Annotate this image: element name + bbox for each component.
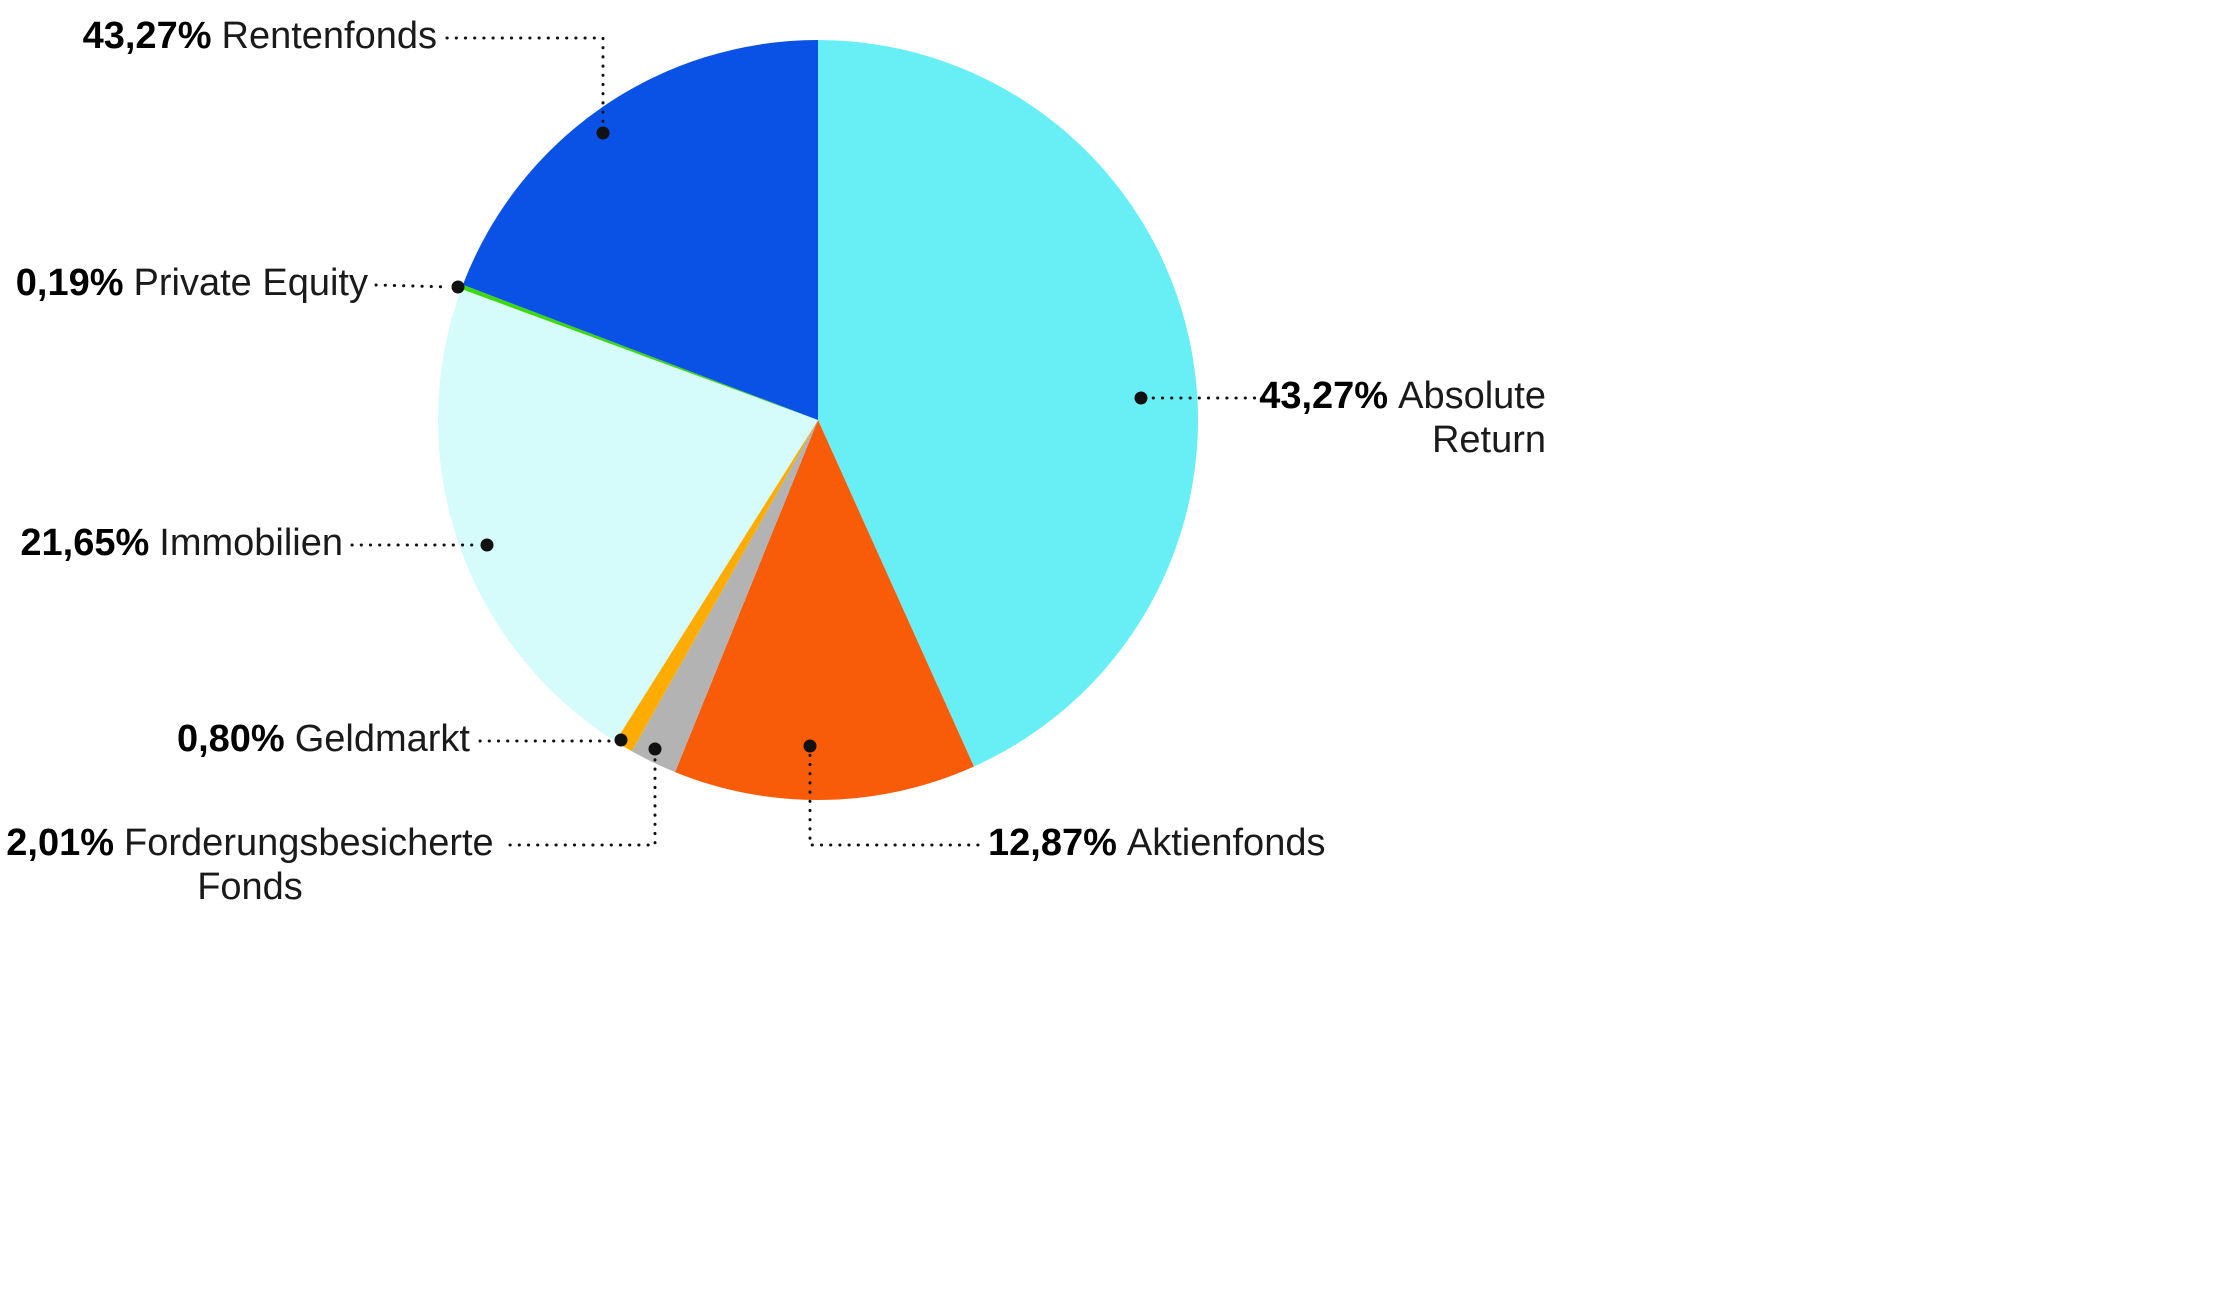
slice-pct-rentenfonds: 43,27% xyxy=(82,15,212,57)
pie-slices xyxy=(438,39,1198,800)
slice-label-geldmarkt: Geldmarkt xyxy=(294,718,470,760)
leader-dot-rentenfonds xyxy=(596,126,610,140)
slice-pct-aktienfonds: 12,87% xyxy=(988,822,1117,864)
leader-dot-absolute-return xyxy=(1134,391,1148,405)
pie-slice-aktienfonds xyxy=(675,420,974,800)
callout-immobilien: 21,65% Immobilien xyxy=(20,521,343,565)
slice-label-immobilien: Immobilien xyxy=(159,522,343,564)
leader-line-aktienfonds xyxy=(808,753,980,847)
slice-pct-absolute-return: 43,27% xyxy=(1259,375,1389,417)
slice-label-private-equity: Private Equity xyxy=(133,262,368,304)
callout-private-equity: 0,19% Private Equity xyxy=(16,261,368,305)
slice-label-absolute-return: Absolute Return xyxy=(1398,375,1546,461)
leader-line-forderungsbesicherte-fonds xyxy=(508,756,657,847)
slice-label-rentenfonds: Rentenfonds xyxy=(221,15,438,57)
leader-dot-geldmarkt xyxy=(614,733,628,747)
pie-slice-forderungsbesicherte-fonds xyxy=(631,420,818,773)
leader-dot-aktienfonds xyxy=(803,739,817,753)
leader-lines xyxy=(350,36,1275,847)
callout-absolute-return: 43,27% Absolute Return xyxy=(1246,374,1546,462)
leader-dots xyxy=(451,126,1148,756)
leader-line-rentenfonds xyxy=(445,36,605,126)
callout-aktienfonds: 12,87% Aktienfonds xyxy=(988,821,1325,865)
slice-label-forderungsbesicherte-fonds: Forderungsbesicherte Fonds xyxy=(124,822,494,908)
pie-slice-geldmarkt xyxy=(615,420,818,752)
slice-pct-forderungsbesicherte-fonds: 2,01% xyxy=(6,822,115,864)
slice-label-aktienfonds: Aktienfonds xyxy=(1126,822,1326,864)
leader-line-private-equity xyxy=(374,283,451,289)
callout-forderungsbesicherte-fonds: 2,01% Forderungsbesicherte Fonds xyxy=(0,821,500,909)
callout-rentenfonds: 43,27% Rentenfonds xyxy=(83,14,437,58)
slice-pct-immobilien: 21,65% xyxy=(20,522,150,564)
leader-dot-private-equity xyxy=(451,280,465,294)
pie-slice-immobilien xyxy=(438,289,818,742)
pie-slice-rentenfonds xyxy=(462,39,818,420)
pie-slice-absolute-return xyxy=(818,40,1198,767)
slice-pct-geldmarkt: 0,80% xyxy=(176,718,285,760)
slice-pct-private-equity: 0,19% xyxy=(15,262,124,304)
leader-dot-immobilien xyxy=(480,538,494,552)
pie-slice-private-equity xyxy=(461,284,818,420)
callout-geldmarkt: 0,80% Geldmarkt xyxy=(177,717,470,761)
leader-dot-forderungsbesicherte-fonds xyxy=(648,742,662,756)
